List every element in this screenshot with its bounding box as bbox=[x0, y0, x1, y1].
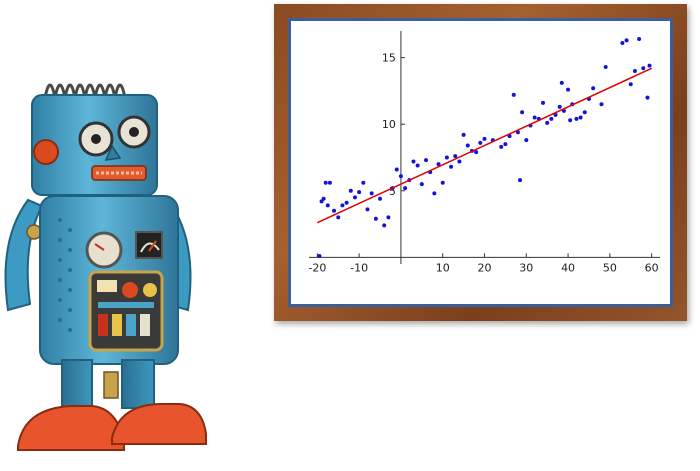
data-point bbox=[344, 200, 349, 205]
data-point bbox=[545, 120, 550, 125]
data-point bbox=[503, 142, 508, 147]
x-tick-label: -20 bbox=[308, 261, 326, 274]
data-point bbox=[591, 86, 596, 91]
data-point bbox=[645, 95, 650, 100]
chart-canvas: -20 -10 10 20 30 40 50 60 5 10 15 bbox=[291, 21, 670, 304]
picture-frame: -20 -10 10 20 30 40 50 60 5 10 15 bbox=[274, 4, 687, 321]
data-point bbox=[323, 180, 328, 185]
data-point bbox=[647, 63, 652, 68]
data-point bbox=[321, 196, 326, 201]
data-point bbox=[398, 174, 403, 179]
data-point bbox=[436, 162, 441, 167]
data-point bbox=[559, 80, 564, 85]
data-point bbox=[325, 203, 330, 208]
data-point bbox=[574, 116, 579, 121]
data-point bbox=[357, 190, 362, 195]
data-point bbox=[632, 68, 637, 73]
data-point bbox=[394, 167, 399, 172]
data-point bbox=[541, 100, 545, 105]
data-point bbox=[518, 178, 523, 183]
data-point bbox=[424, 158, 428, 163]
data-point bbox=[603, 64, 608, 69]
data-point bbox=[440, 180, 445, 185]
data-point bbox=[432, 191, 437, 196]
data-point bbox=[361, 180, 366, 185]
y-tick-label: 15 bbox=[382, 52, 396, 65]
data-point bbox=[415, 163, 420, 168]
data-point bbox=[624, 38, 629, 43]
data-point bbox=[474, 150, 479, 155]
data-point bbox=[557, 104, 562, 109]
data-point bbox=[411, 159, 416, 164]
robot-legs bbox=[61, 359, 155, 413]
data-point bbox=[549, 116, 554, 121]
data-point bbox=[336, 215, 341, 220]
data-point bbox=[461, 132, 466, 137]
robot-body bbox=[39, 195, 179, 365]
data-point bbox=[478, 140, 483, 145]
data-point bbox=[599, 102, 604, 107]
x-tick-label: 10 bbox=[436, 261, 450, 274]
data-point bbox=[317, 254, 322, 259]
x-tick-label: 40 bbox=[561, 261, 575, 274]
data-point bbox=[449, 164, 454, 169]
data-point bbox=[378, 196, 383, 201]
data-point bbox=[566, 87, 571, 92]
fit-line-group bbox=[317, 67, 652, 224]
tick-labels: -20 -10 10 20 30 40 50 60 5 10 15 bbox=[308, 52, 658, 275]
regression-line bbox=[317, 67, 652, 224]
data-point bbox=[348, 188, 353, 193]
data-point bbox=[568, 118, 573, 123]
data-point bbox=[620, 40, 625, 45]
data-point bbox=[332, 208, 337, 213]
data-point bbox=[628, 82, 633, 87]
frame-liner: -20 -10 10 20 30 40 50 60 5 10 15 bbox=[288, 18, 673, 307]
data-point bbox=[453, 154, 458, 159]
data-point bbox=[373, 216, 378, 221]
data-point bbox=[499, 144, 504, 149]
data-points bbox=[317, 36, 652, 259]
data-point bbox=[327, 180, 332, 185]
data-point bbox=[582, 110, 587, 115]
data-point bbox=[457, 159, 462, 164]
x-tick-label: -10 bbox=[350, 261, 368, 274]
data-point bbox=[578, 115, 583, 120]
data-point bbox=[532, 115, 537, 120]
x-tick-label: 50 bbox=[603, 261, 617, 274]
data-point bbox=[524, 138, 529, 143]
data-point bbox=[382, 223, 387, 228]
data-point bbox=[369, 191, 374, 196]
data-point bbox=[365, 207, 370, 212]
data-point bbox=[520, 110, 525, 115]
data-point bbox=[511, 92, 516, 97]
robot-head bbox=[31, 94, 158, 196]
data-point bbox=[444, 155, 449, 160]
data-point bbox=[637, 36, 642, 41]
robot-feet bbox=[17, 403, 207, 451]
x-tick-label: 20 bbox=[478, 261, 492, 274]
robot-icon bbox=[4, 83, 207, 451]
x-tick-label: 30 bbox=[519, 261, 533, 274]
data-point bbox=[641, 66, 646, 71]
data-point bbox=[386, 215, 391, 220]
data-point bbox=[482, 136, 487, 141]
axes bbox=[309, 31, 660, 264]
y-tick-label: 10 bbox=[382, 118, 396, 131]
y-tick-label: 5 bbox=[389, 185, 396, 198]
scatter-plot: -20 -10 10 20 30 40 50 60 5 10 15 bbox=[308, 31, 660, 275]
data-point bbox=[419, 182, 424, 187]
x-tick-label: 60 bbox=[645, 261, 659, 274]
data-point bbox=[465, 143, 470, 148]
data-point bbox=[352, 195, 357, 200]
data-point bbox=[403, 186, 408, 191]
data-point bbox=[340, 203, 345, 208]
